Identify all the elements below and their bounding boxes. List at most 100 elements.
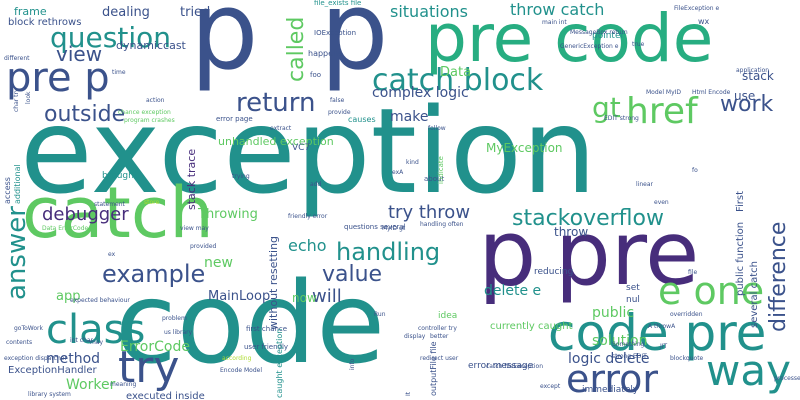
word: It xyxy=(405,391,412,396)
word: indicate xyxy=(437,156,445,184)
word: try xyxy=(118,342,180,393)
word: return xyxy=(236,88,316,118)
word: access xyxy=(3,177,12,204)
word: nul xyxy=(626,295,640,305)
word: error xyxy=(566,357,658,400)
word: handling xyxy=(336,238,441,266)
word: question xyxy=(50,21,171,54)
word: example xyxy=(102,260,206,288)
word: causes xyxy=(348,115,376,124)
word: MessageBox return xyxy=(570,29,628,36)
word: info xyxy=(349,358,356,370)
word: echo xyxy=(288,236,327,255)
word: add xyxy=(310,181,322,188)
word: MyException xyxy=(486,141,563,155)
word: dealing xyxy=(102,5,150,20)
word: according xyxy=(222,355,252,362)
word: VC7 xyxy=(292,143,311,153)
word: foo xyxy=(310,71,322,79)
word: currently caught xyxy=(490,321,573,332)
word: provided xyxy=(190,243,217,250)
word: application xyxy=(736,67,770,74)
word: p xyxy=(478,200,537,307)
word: view xyxy=(56,42,103,66)
word: GenericException e xyxy=(560,43,619,50)
word: Model MyID xyxy=(646,89,682,96)
word: unhandled exception xyxy=(218,135,334,148)
word: Data ErrorCode xyxy=(42,225,89,232)
word: exception dispatcher xyxy=(4,355,67,362)
word: new xyxy=(204,255,233,271)
word: Something xyxy=(612,341,645,348)
word: stack trace xyxy=(185,148,198,210)
word: may xyxy=(90,339,104,346)
word: will xyxy=(312,286,342,307)
word: pre p xyxy=(6,55,110,101)
word: frame xyxy=(14,5,47,18)
word: problem xyxy=(162,315,187,322)
word: dynamiccast xyxy=(116,39,186,52)
word: class xyxy=(46,307,146,353)
word: stackoverflow xyxy=(512,206,664,231)
word: FileException e xyxy=(674,5,720,12)
word: file xyxy=(688,269,698,276)
word: store xyxy=(144,199,160,206)
word: controller try xyxy=(418,325,457,332)
word: href xyxy=(626,91,698,132)
word: delete e xyxy=(484,283,542,299)
word: throw catch xyxy=(510,0,605,19)
word: better xyxy=(430,333,449,340)
word: solution xyxy=(592,333,648,349)
word: several catch xyxy=(749,260,760,328)
word: expected behaviour xyxy=(70,297,130,304)
word: app xyxy=(56,289,81,304)
word: program crashes xyxy=(124,117,175,124)
word: library system xyxy=(28,391,71,398)
word: idea xyxy=(438,311,458,321)
word: pre code xyxy=(425,0,714,77)
word: JIT xyxy=(660,343,668,350)
word: public function xyxy=(735,221,746,296)
word: stack xyxy=(742,69,774,83)
word: Worker xyxy=(66,377,116,393)
word: first chance xyxy=(246,325,288,333)
word: pointer xyxy=(592,31,625,41)
word: except xyxy=(540,383,561,390)
word: ExceptionHandler xyxy=(8,365,97,376)
word: additional xyxy=(13,164,22,204)
word: int char xyxy=(70,337,93,344)
word: error page xyxy=(216,115,253,123)
word: exA xyxy=(392,169,404,176)
word: way xyxy=(706,346,791,395)
word: outputFile file xyxy=(429,341,438,397)
word: p xyxy=(190,0,259,94)
word: Run xyxy=(374,311,386,318)
word: tried xyxy=(180,5,211,20)
word: look xyxy=(25,91,32,104)
word: complex logic xyxy=(372,85,469,101)
word: now xyxy=(292,291,317,305)
word: Data xyxy=(440,65,472,80)
word: method xyxy=(46,351,101,367)
word: about xyxy=(424,175,445,183)
word: Html Encode xyxy=(692,89,731,96)
word: IOException xyxy=(314,29,357,37)
word: goToWork xyxy=(14,325,43,332)
word: catch fileException xyxy=(486,363,544,370)
word: user friendly xyxy=(244,343,289,351)
word: provide xyxy=(328,109,351,116)
word: pre xyxy=(555,202,700,305)
word: true xyxy=(632,41,645,48)
word: First xyxy=(735,190,746,212)
word: questions several xyxy=(344,223,406,231)
word: e one xyxy=(658,269,765,313)
word: us library xyxy=(164,329,193,336)
word: caught exception xyxy=(275,328,284,398)
word: MainLoop xyxy=(208,289,271,304)
word: outside xyxy=(44,102,126,127)
word: immediately xyxy=(582,385,639,395)
word: contents xyxy=(6,339,33,346)
word: main int xyxy=(542,19,567,26)
word: handling often xyxy=(420,221,464,228)
word: even xyxy=(654,199,669,206)
